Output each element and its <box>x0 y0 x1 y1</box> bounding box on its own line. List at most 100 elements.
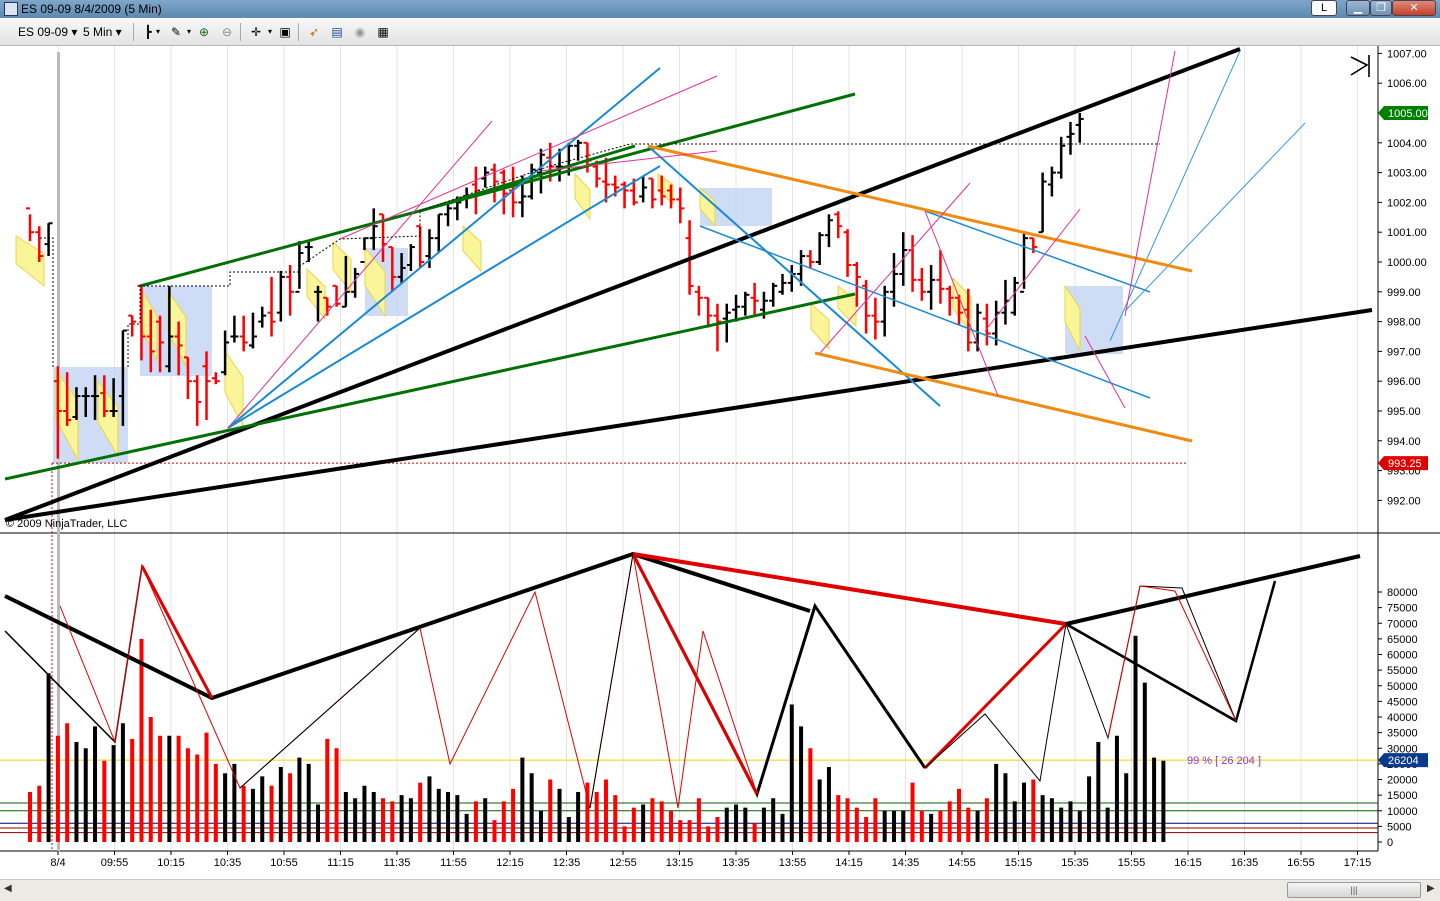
volume-bar <box>130 738 135 842</box>
volume-bar <box>529 773 534 842</box>
volume-bar <box>473 801 478 842</box>
scroll-right-icon[interactable]: ▶ <box>1427 883 1435 894</box>
volume-bar <box>185 748 190 842</box>
price-bar <box>425 229 434 268</box>
price-label: 1001.00 <box>1387 227 1427 239</box>
chart-settings-icon[interactable]: ▦ <box>377 25 389 39</box>
volume-bar <box>427 776 432 842</box>
volume-bar <box>418 782 423 842</box>
interval-selector[interactable]: 5 Min ▾ <box>83 25 122 39</box>
auto-scroll-icon[interactable] <box>1350 55 1370 77</box>
price-bar <box>388 246 397 292</box>
volume-label: 30000 <box>1387 743 1418 755</box>
volume-profile-shape <box>97 379 119 458</box>
zoom-out-icon[interactable]: ⊖ <box>221 25 233 39</box>
price-bar <box>769 282 778 307</box>
time-label: 12:35 <box>553 857 581 869</box>
svg-text:993.25: 993.25 <box>1388 458 1422 470</box>
price-bar <box>732 294 741 322</box>
price-label: 997.00 <box>1387 346 1421 358</box>
strategies-icon[interactable]: ➶ <box>308 25 320 39</box>
price-label: 1006.00 <box>1387 78 1427 90</box>
time-label: 15:15 <box>1005 857 1033 869</box>
crosshair-dropdown-icon[interactable]: ▾ <box>267 27 272 36</box>
volume-bar <box>269 785 274 842</box>
volume-bar <box>706 826 711 842</box>
time-label: 14:55 <box>948 857 976 869</box>
price-bar <box>657 175 666 206</box>
price-bar <box>351 267 360 298</box>
price-bar <box>1075 113 1084 143</box>
price-bar <box>258 306 267 328</box>
scroll-left-icon[interactable]: ◀ <box>4 883 12 894</box>
trend-line <box>647 145 941 407</box>
price-label: 996.00 <box>1387 376 1421 388</box>
minimize-icon[interactable]: ▁ <box>1346 0 1370 16</box>
crosshair-icon[interactable]: ✛ <box>250 25 262 39</box>
volume-bar <box>399 795 404 842</box>
restore-icon[interactable]: ❐ <box>1370 0 1392 16</box>
price-bar <box>397 253 406 283</box>
price-label: 1003.00 <box>1387 168 1427 180</box>
bar-type-dropdown-icon[interactable]: ▾ <box>155 27 160 36</box>
time-label: 11:15 <box>327 857 354 869</box>
volume-swing-line <box>140 565 214 699</box>
volume-bar <box>984 798 989 842</box>
volume-bar <box>1022 782 1027 842</box>
volume-bar <box>83 748 88 842</box>
volume-bar <box>845 798 850 842</box>
volume-bar <box>854 807 859 842</box>
price-bar <box>146 309 155 373</box>
extra-button[interactable]: L <box>1311 0 1337 16</box>
price-label: 998.00 <box>1387 317 1421 329</box>
data-box-icon[interactable]: ▣ <box>279 25 291 39</box>
volume-profile-shape <box>167 289 187 367</box>
price-bar <box>917 267 926 301</box>
price-bar <box>295 241 304 293</box>
volume-bar <box>241 785 246 842</box>
volume-bar <box>687 820 692 842</box>
price-bar <box>221 330 230 376</box>
volume-bar <box>799 726 804 842</box>
svg-text:26204: 26204 <box>1388 755 1419 767</box>
price-bar <box>81 387 90 417</box>
close-icon[interactable]: ✕ <box>1392 0 1436 16</box>
volume-bar <box>46 673 51 842</box>
drawing-tool-dropdown-icon[interactable]: ▾ <box>186 27 191 36</box>
volume-bar <box>594 792 599 842</box>
volume-marker: 26204 <box>1378 753 1428 768</box>
trend-line <box>814 351 1193 443</box>
scrollbar-thumb[interactable]: ||| <box>1287 882 1421 898</box>
volume-bar <box>548 779 553 842</box>
time-label: 09:55 <box>101 857 129 869</box>
trend-line <box>4 292 856 481</box>
volume-bar <box>111 745 116 842</box>
price-bar <box>639 175 648 203</box>
volume-bar <box>260 776 265 842</box>
volume-bar <box>297 757 302 842</box>
chart-canvas[interactable]: 99 % [ 26 204 ] 8/4 09:55 10:15 10:35 10:55 1… <box>0 46 1440 879</box>
properties-icon[interactable]: ◉ <box>354 25 366 39</box>
drawing-tool-icon[interactable]: ✎ <box>170 25 182 39</box>
volume-bar <box>353 798 358 842</box>
price-bar <box>1038 172 1047 234</box>
volume-bar <box>232 763 237 842</box>
indicators-icon[interactable]: ▤ <box>331 25 343 39</box>
bar-type-icon[interactable]: ┣ <box>144 25 152 39</box>
volume-bar <box>669 810 674 842</box>
volume-label: 45000 <box>1387 696 1418 708</box>
price-bar <box>286 264 295 316</box>
volume-bar <box>167 735 172 842</box>
volume-bar <box>650 798 655 842</box>
volume-bar <box>74 742 79 842</box>
horizontal-scrollbar[interactable]: ◀ ||| ▶ <box>0 879 1440 901</box>
price-bar <box>704 296 713 328</box>
instrument-selector[interactable]: ES 09-09 ▾ <box>18 25 78 39</box>
volume-bar <box>966 807 971 842</box>
volume-swing-line <box>1065 554 1361 626</box>
price-bar <box>667 184 676 209</box>
time-label: 16:55 <box>1287 857 1315 869</box>
zoom-in-icon[interactable]: ⊕ <box>198 25 210 39</box>
volume-bar <box>947 801 952 842</box>
price-bar <box>889 253 898 307</box>
